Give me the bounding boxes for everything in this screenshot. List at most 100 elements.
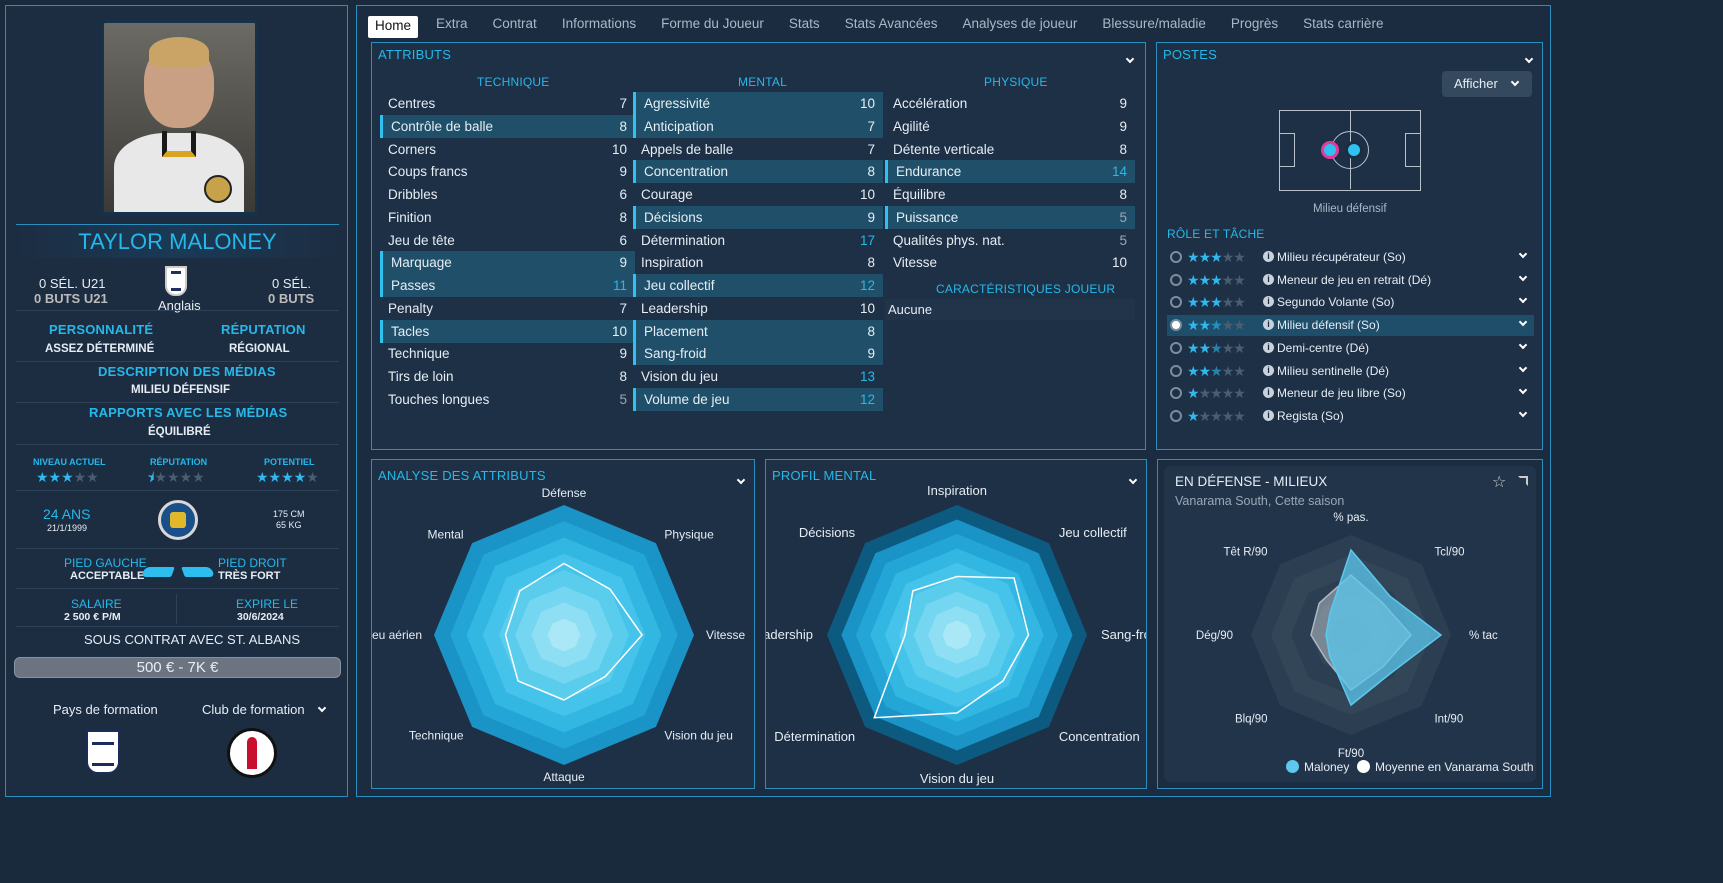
- collapse-chevron-icon[interactable]: [1125, 49, 1135, 67]
- star-icon: ★: [1221, 294, 1235, 311]
- star-icon: ★: [1187, 362, 1200, 379]
- info-icon[interactable]: i: [1263, 319, 1274, 331]
- role-row[interactable]: ★★★★★ i Meneur de jeu libre (So): [1167, 383, 1534, 404]
- attribute-row-mental: Volume de jeu 12: [633, 387, 883, 411]
- chevron-down-icon[interactable]: [1518, 249, 1528, 259]
- star-icon[interactable]: ☆: [1492, 474, 1507, 491]
- attribute-value: 6: [619, 187, 627, 202]
- chevron-down-icon[interactable]: [1518, 317, 1528, 327]
- mental-profile-panel: PROFIL MENTAL Inspiration Jeu collectif Sa…: [765, 459, 1147, 789]
- chevron-down-icon[interactable]: [1518, 272, 1528, 281]
- info-icon[interactable]: i: [1263, 296, 1274, 308]
- tab[interactable]: Blessure/maladie: [1102, 16, 1206, 31]
- current-level-stars: ★★★★★: [36, 469, 99, 485]
- attribute-value: 10: [859, 96, 875, 111]
- mental-profile-title: PROFIL MENTAL: [772, 468, 877, 483]
- expires-value: 30/6/2024: [237, 611, 284, 623]
- role-row[interactable]: ★★★★★ i Milieu récupérateur (So): [1167, 247, 1534, 268]
- tab[interactable]: Informations: [561, 16, 637, 31]
- info-icon[interactable]: i: [1263, 387, 1274, 399]
- info-icon[interactable]: i: [1263, 341, 1274, 353]
- info-icon[interactable]: i: [1263, 409, 1274, 421]
- role-row[interactable]: ★★★★★ i Milieu sentinelle (Dé): [1167, 361, 1534, 382]
- chevron-down-icon[interactable]: [1518, 385, 1528, 395]
- attribute-analysis-panel: ANALYSE DES ATTRIBUTS Défense Physique Vit…: [371, 459, 755, 789]
- role-row[interactable]: ★★★★★ i Regista (So): [1167, 406, 1534, 427]
- attribute-row-mental: Décisions 9: [633, 205, 883, 229]
- tab[interactable]: Home: [368, 16, 419, 38]
- radio-button[interactable]: [1170, 251, 1182, 263]
- chevron-down-icon[interactable]: [1518, 295, 1528, 304]
- tab[interactable]: Contrat: [492, 16, 537, 31]
- radar-axis-label: Mental: [428, 528, 464, 542]
- attribute-name: Volume de jeu: [644, 391, 730, 407]
- height: 175 CM: [273, 509, 305, 519]
- star-icon: ★: [1198, 407, 1212, 424]
- attribute-value: 8: [1119, 141, 1127, 157]
- star-icon: ★: [1198, 249, 1212, 265]
- chevron-down-icon[interactable]: [1518, 363, 1528, 372]
- chevron-down-icon[interactable]: [1518, 340, 1528, 350]
- tab[interactable]: Stats: [788, 16, 820, 31]
- show-button[interactable]: Afficher: [1442, 71, 1532, 97]
- attribute-value: 13: [859, 369, 875, 384]
- star-icon: ★: [1221, 271, 1235, 288]
- player-traits-label: CARACTÉRISTIQUES JOUEUR: [936, 282, 1116, 296]
- salary-label: SALAIRE: [71, 597, 122, 611]
- star-icon: ★: [1210, 339, 1223, 356]
- legend-player: Maloney: [1304, 760, 1350, 774]
- radio-button[interactable]: [1170, 387, 1182, 400]
- radio-button[interactable]: [1170, 364, 1182, 377]
- role-row[interactable]: ★★★★★ i Milieu défensif (So): [1167, 315, 1534, 337]
- tab[interactable]: Stats carrière: [1303, 16, 1384, 31]
- tab-bar: Home Extra Contrat Informations Forme du…: [368, 16, 1408, 38]
- collapse-chevron-icon[interactable]: [1524, 49, 1534, 67]
- star-icon: ★: [1187, 294, 1200, 311]
- radio-button[interactable]: [1170, 341, 1182, 354]
- role-stars: ★★★★★: [1187, 386, 1246, 400]
- attribute-value: 10: [859, 300, 875, 316]
- attribute-value: 5: [619, 391, 627, 407]
- info-icon[interactable]: i: [1263, 273, 1274, 285]
- tab[interactable]: Analyses de joueur: [962, 16, 1078, 31]
- tab[interactable]: Extra: [436, 16, 468, 31]
- attribute-name: Qualités phys. nat.: [893, 232, 1005, 248]
- info-icon[interactable]: i: [1263, 251, 1274, 262]
- position-label: Milieu défensif: [1313, 203, 1387, 215]
- attribute-row-technique: Jeu de tête 6: [380, 229, 635, 252]
- legend-avg: Moyenne en Vanarama South: [1375, 760, 1534, 774]
- attribute-value: 7: [867, 118, 875, 134]
- expand-icon[interactable]: [1518, 476, 1528, 486]
- radio-button[interactable]: [1170, 296, 1182, 309]
- radar-axis-label: Détermination: [774, 729, 855, 744]
- attribute-name: Concentration: [644, 164, 729, 180]
- attribute-row-mental: Placement 8: [633, 319, 883, 343]
- role-row[interactable]: ★★★★★ i Meneur de jeu en retrait (Dé): [1167, 270, 1534, 291]
- attribute-row-technique: Corners 10: [380, 138, 635, 161]
- attribute-analysis-title: ANALYSE DES ATTRIBUTS: [378, 468, 546, 483]
- role-row[interactable]: ★★★★★ i Demi-centre (Dé): [1167, 338, 1534, 359]
- expand-chevron-icon[interactable]: [317, 698, 327, 716]
- info-icon[interactable]: i: [1263, 364, 1274, 376]
- attribute-value: 8: [867, 255, 875, 271]
- personality-label: PERSONNALITÉ: [49, 322, 154, 337]
- radio-button[interactable]: [1170, 409, 1182, 422]
- attribute-value: 8: [619, 209, 627, 225]
- tab[interactable]: Progrès: [1230, 16, 1279, 31]
- attribute-value: 9: [867, 209, 875, 225]
- radio-button[interactable]: [1170, 319, 1182, 332]
- radio-button[interactable]: [1170, 273, 1182, 286]
- role-stars: ★★★★★: [1187, 249, 1246, 265]
- attribute-name: Vitesse: [893, 255, 938, 271]
- attribute-name: Agressivité: [644, 96, 711, 111]
- player-name: TAYLOR MALONEY: [16, 224, 339, 258]
- expires-label: EXPIRE LE: [236, 597, 299, 611]
- attribute-row-technique: Finition 8: [380, 206, 635, 229]
- tab[interactable]: Stats Avancées: [844, 16, 938, 31]
- chevron-down-icon[interactable]: [1518, 408, 1528, 418]
- tab[interactable]: Forme du Joueur: [661, 16, 764, 31]
- role-row[interactable]: ★★★★★ i Segundo Volante (So): [1167, 292, 1534, 313]
- role-name: Meneur de jeu en retrait (Dé): [1277, 272, 1432, 287]
- attribute-row-technique: Centres 7: [380, 92, 635, 115]
- age: 24 ANS: [43, 506, 91, 522]
